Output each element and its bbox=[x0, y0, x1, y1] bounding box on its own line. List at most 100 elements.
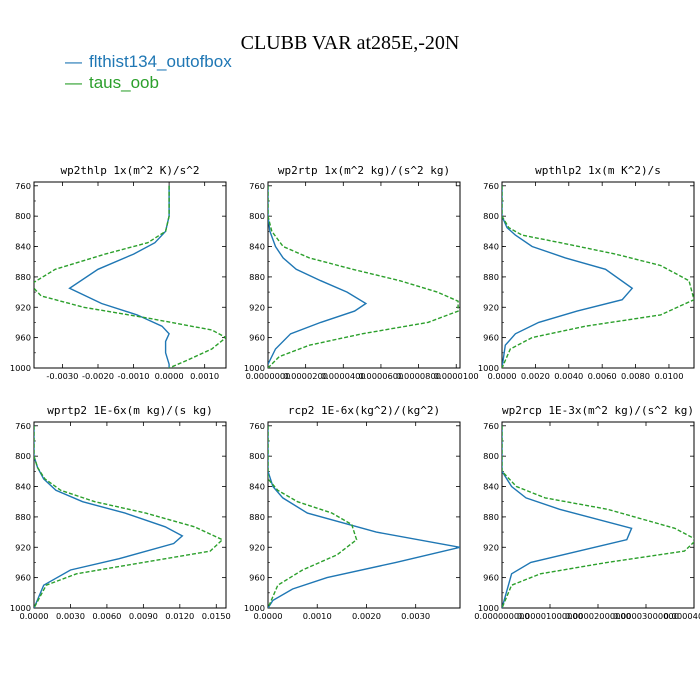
x-tick-label: 0.0150 bbox=[202, 611, 231, 621]
panel-1: wp2rtp 1x(m^2 kg)/(s^2 kg) 760 800 840 880 92… bbox=[244, 164, 479, 381]
y-tick-label: 800 bbox=[15, 211, 31, 221]
y-tick-label: 760 bbox=[249, 421, 265, 431]
panel-title: wprtp2 1E-6x(m kg)/(s kg) bbox=[47, 404, 213, 417]
series-line-flthist134 bbox=[34, 425, 184, 608]
y-tick-label: 840 bbox=[483, 242, 499, 252]
series-line-taus-oob bbox=[34, 185, 226, 368]
x-tick-label: 0.0100 bbox=[654, 371, 683, 381]
y-tick-label: 760 bbox=[483, 181, 499, 191]
y-tick-label: 760 bbox=[15, 421, 31, 431]
x-tick-label: 0.0000 bbox=[487, 371, 516, 381]
x-tick-label: -0.0030 bbox=[46, 371, 78, 381]
x-tick-label: 0.00003000000 bbox=[613, 611, 679, 621]
y-tick-label: 1000 bbox=[244, 603, 265, 613]
y-tick-label: 920 bbox=[15, 542, 31, 552]
x-tick-label: 0.0000200 bbox=[283, 371, 328, 381]
series-line-flthist134 bbox=[268, 185, 368, 365]
y-tick-label: 960 bbox=[483, 573, 499, 583]
plot-frame bbox=[33, 421, 227, 609]
y-tick-label: 960 bbox=[249, 333, 265, 343]
x-tick-label: 0.0080 bbox=[621, 371, 650, 381]
x-tick-label: 0.0000600 bbox=[359, 371, 404, 381]
y-tick-label: 1000 bbox=[478, 603, 499, 613]
x-tick-label: 0.0010 bbox=[190, 371, 219, 381]
y-tick-label: 880 bbox=[483, 272, 499, 282]
plot-frame bbox=[267, 421, 461, 609]
y-tick-label: 880 bbox=[15, 512, 31, 522]
series-line-taus-oob bbox=[268, 425, 358, 608]
figure-title: CLUBB VAR at285E,-20N bbox=[241, 32, 460, 54]
y-tick-label: 760 bbox=[15, 181, 31, 191]
y-tick-label: 800 bbox=[483, 451, 499, 461]
x-tick-label: 0.0030 bbox=[401, 611, 430, 621]
panel-title: wpthlp2 1x(m K^2)/s bbox=[535, 164, 661, 177]
y-tick-label: 840 bbox=[249, 482, 265, 492]
y-tick-label: 800 bbox=[483, 211, 499, 221]
y-tick-label: 960 bbox=[15, 333, 31, 343]
x-tick-label: 0.0120 bbox=[165, 611, 194, 621]
plot-frame bbox=[33, 181, 227, 369]
y-tick-label: 840 bbox=[15, 482, 31, 492]
panel-title: rcp2 1E-6x(kg^2)/(kg^2) bbox=[288, 404, 440, 417]
plot-frame bbox=[501, 421, 695, 609]
x-tick-label: 0.0020 bbox=[521, 371, 550, 381]
y-tick-label: 960 bbox=[15, 573, 31, 583]
x-tick-label: 0.0030 bbox=[56, 611, 85, 621]
y-tick-label: 1000 bbox=[10, 363, 31, 373]
y-tick-label: 840 bbox=[15, 242, 31, 252]
x-tick-label: 0.0020 bbox=[352, 611, 381, 621]
series-line-taus-oob bbox=[502, 185, 694, 368]
x-tick-label: 0.0000 bbox=[19, 611, 48, 621]
y-tick-label: 880 bbox=[249, 512, 265, 522]
y-tick-label: 840 bbox=[249, 242, 265, 252]
y-tick-label: 880 bbox=[249, 272, 265, 282]
series-line-flthist134 bbox=[502, 185, 634, 368]
y-tick-label: 920 bbox=[483, 542, 499, 552]
panel-title: wp2thlp 1x(m^2 K)/s^2 bbox=[60, 164, 199, 177]
series-line-flthist134 bbox=[68, 185, 170, 368]
x-tick-label: 0.0000800 bbox=[396, 371, 441, 381]
x-tick-label: 0.0040 bbox=[554, 371, 583, 381]
x-tick-label: 0.0010 bbox=[303, 611, 332, 621]
panel-0: wp2thlp 1x(m^2 K)/s^2 760 800 840 880 920 960 1… bbox=[10, 164, 227, 381]
x-tick-label: 0.0090 bbox=[129, 611, 158, 621]
panel-3: wprtp2 1E-6x(m kg)/(s kg) 760 800 840 880 920… bbox=[10, 404, 231, 621]
x-tick-label: 0.000000000 bbox=[474, 611, 529, 621]
legend-label-0: flthist134_outofbox bbox=[89, 52, 232, 71]
x-tick-label: 0.0060 bbox=[92, 611, 121, 621]
legend-marker-1: — bbox=[65, 73, 82, 92]
y-tick-label: 880 bbox=[15, 272, 31, 282]
y-tick-label: 920 bbox=[249, 542, 265, 552]
y-tick-label: 920 bbox=[15, 302, 31, 312]
panels-grid: wp2thlp 1x(m^2 K)/s^2 760 800 840 880 920 960 1… bbox=[10, 164, 700, 621]
series-line-taus-oob bbox=[268, 185, 459, 368]
plot-frame bbox=[501, 181, 695, 369]
y-tick-label: 960 bbox=[483, 333, 499, 343]
y-tick-label: 800 bbox=[15, 451, 31, 461]
y-tick-label: 920 bbox=[249, 302, 265, 312]
x-tick-label: 0.0000000 bbox=[246, 371, 291, 381]
y-tick-label: 1000 bbox=[478, 363, 499, 373]
x-tick-label: 0.00001000000 bbox=[517, 611, 583, 621]
x-tick-label: 0.00002000000 bbox=[565, 611, 631, 621]
panel-title: wp2rtp 1x(m^2 kg)/(s^2 kg) bbox=[278, 164, 450, 177]
y-tick-label: 800 bbox=[249, 211, 265, 221]
x-tick-label: -0.0020 bbox=[82, 371, 114, 381]
legend: — flthist134_outofbox — taus_oob bbox=[65, 52, 232, 92]
y-tick-label: 760 bbox=[483, 421, 499, 431]
x-tick-label: 0.0000400000 bbox=[664, 611, 700, 621]
y-tick-label: 920 bbox=[483, 302, 499, 312]
y-tick-label: 880 bbox=[483, 512, 499, 522]
y-tick-label: 840 bbox=[483, 482, 499, 492]
x-tick-label: 0.0060 bbox=[588, 371, 617, 381]
x-tick-label: 0.0000 bbox=[253, 611, 282, 621]
series-line-flthist134 bbox=[502, 425, 633, 608]
x-tick-label: 0.0000400 bbox=[321, 371, 366, 381]
x-tick-label: -0.0010 bbox=[118, 371, 150, 381]
panel-4: rcp2 1E-6x(kg^2)/(kg^2) 760 800 840 880 920 96… bbox=[244, 404, 461, 621]
legend-label-1: taus_oob bbox=[89, 73, 159, 92]
x-tick-label: 0.0000 bbox=[155, 371, 184, 381]
y-tick-label: 960 bbox=[249, 573, 265, 583]
series-line-taus-oob bbox=[502, 425, 694, 608]
